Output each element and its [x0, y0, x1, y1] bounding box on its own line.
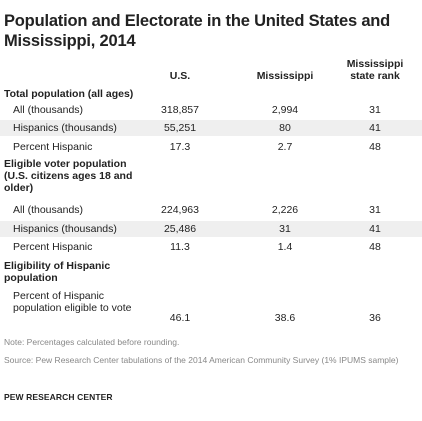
source-text: Source: Pew Research Center tabulations …: [4, 355, 399, 365]
cell-mississippi: 1.4: [277, 241, 293, 253]
cell-rank: 48: [369, 241, 381, 253]
cell-mississippi: 38.6: [274, 312, 296, 324]
section-heading-total: Total population (all ages): [4, 88, 134, 100]
row-label: All (thousands): [13, 204, 84, 216]
table-row: All (thousands) 224,963 2,226 31: [0, 202, 422, 218]
column-header-us: U.S.: [169, 70, 191, 82]
column-header-rank: Mississippi state rank: [346, 58, 404, 82]
cell-us: 11.3: [170, 241, 190, 253]
cell-us: 318,857: [161, 104, 199, 116]
section-heading-eligibility: Eligibility of Hispanic population: [4, 260, 111, 284]
row-label: Percent of Hispanic population eligible …: [13, 290, 132, 314]
section-heading-eligible: Eligible voter population (U.S. citizens…: [4, 158, 133, 194]
row-label: Percent Hispanic: [13, 141, 93, 153]
cell-rank: 48: [369, 141, 381, 153]
table-row: 46.1 38.6 36: [0, 310, 422, 326]
cell-rank: 31: [369, 104, 381, 116]
row-label: Hispanics (thousands): [13, 223, 117, 235]
cell-us: 17.3: [169, 141, 191, 153]
row-label: All (thousands): [13, 104, 84, 116]
row-label: Percent Hispanic: [13, 241, 93, 253]
cell-us: 25,486: [163, 223, 197, 235]
cell-rank: 41: [369, 122, 381, 134]
cell-mississippi: 2.7: [277, 141, 293, 153]
table-row: Percent Hispanic 11.3 1.4 48: [0, 239, 422, 255]
table-row: Hispanics (thousands) 55,251 80 41: [0, 120, 422, 136]
cell-mississippi: 31: [279, 223, 291, 235]
cell-rank: 31: [369, 204, 381, 216]
cell-us: 224,963: [161, 204, 199, 216]
page-title: Population and Electorate in the United …: [4, 12, 391, 50]
cell-mississippi: 80: [279, 122, 291, 134]
table-row: Hispanics (thousands) 25,486 31 41: [0, 221, 422, 237]
cell-us: 55,251: [163, 122, 197, 134]
column-header-mississippi: Mississippi: [256, 70, 314, 82]
table-row: All (thousands) 318,857 2,994 31: [0, 102, 422, 118]
cell-us: 46.1: [169, 312, 191, 324]
cell-mississippi: 2,226: [271, 204, 299, 216]
note-text: Note: Percentages calculated before roun…: [4, 337, 180, 347]
table-row: Percent Hispanic 17.3 2.7 48: [0, 139, 422, 155]
cell-rank: 41: [369, 223, 381, 235]
cell-mississippi: 2,994: [271, 104, 299, 116]
row-label: Hispanics (thousands): [13, 122, 117, 134]
cell-rank: 36: [369, 312, 381, 324]
footer-credit: PEW RESEARCH CENTER: [4, 392, 113, 402]
